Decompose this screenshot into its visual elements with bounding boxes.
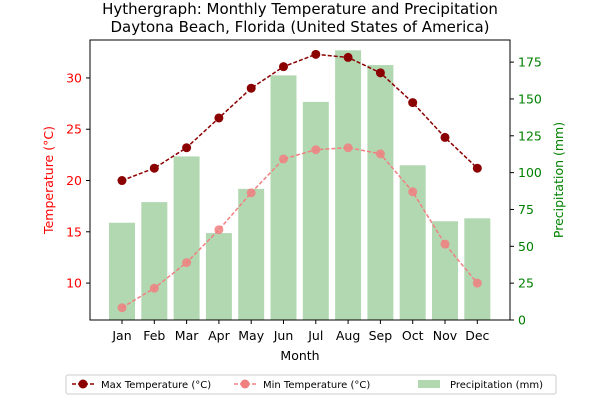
precip-bar	[464, 218, 491, 320]
max-temp-point	[311, 49, 321, 59]
min-temp-point	[408, 187, 418, 197]
x-axis-label: Month	[280, 348, 319, 363]
right-axis-label: Precipitation (mm)	[551, 122, 566, 238]
min-temp-point	[375, 149, 385, 159]
x-tick-label: Jul	[307, 328, 323, 343]
precip-bar	[141, 202, 168, 320]
right-tick-label: 25	[518, 276, 534, 291]
left-tick-label: 20	[66, 173, 82, 188]
plot-frame	[89, 39, 511, 321]
legend: Max Temperature (°C) Min Temperature (°C…	[65, 374, 557, 395]
legend-frame	[65, 374, 557, 395]
min-temp-point	[311, 145, 321, 155]
legend-min-marker	[240, 379, 250, 389]
right-tick-label: 125	[518, 128, 542, 143]
left-axis-label: Temperature (°C)	[41, 126, 56, 235]
min-temp-point	[343, 143, 353, 153]
max-temp-point	[149, 163, 159, 173]
min-temp-point	[117, 303, 127, 313]
left-tick-label: 15	[66, 224, 82, 239]
min-temp-point	[440, 239, 450, 249]
max-temp-point	[375, 68, 385, 78]
x-tick-label: Dec	[465, 328, 489, 343]
max-temp-line	[121, 53, 478, 182]
right-tick-label: 0	[518, 313, 526, 328]
left-axis-ticks: 10 15 20 25 30	[66, 70, 90, 291]
precip-bar	[173, 156, 200, 320]
precipitation-bars	[109, 50, 491, 320]
max-temp-point	[279, 62, 288, 72]
legend-precip-swatch	[418, 380, 440, 388]
min-temp-line	[121, 146, 478, 309]
right-tick-label: 75	[518, 202, 534, 217]
max-temp-point	[408, 98, 418, 108]
legend-min-label: Min Temperature (°C)	[263, 380, 370, 391]
left-tick-label: 30	[66, 70, 82, 85]
min-temp-point	[214, 225, 224, 235]
legend-precip-label: Precipitation (mm)	[450, 380, 543, 391]
max-temp-point	[117, 176, 127, 186]
x-tick-label: May	[238, 328, 264, 343]
precip-bar	[335, 50, 362, 320]
x-tick-label: Feb	[143, 328, 165, 343]
legend-max-label: Max Temperature (°C)	[101, 380, 211, 391]
max-temp-point	[182, 143, 192, 153]
x-tick-label: Mar	[175, 328, 199, 343]
legend-max-marker	[78, 379, 88, 389]
max-temp-point	[343, 52, 353, 62]
precip-bar	[367, 65, 394, 320]
max-temp-point	[214, 113, 224, 123]
right-tick-label: 175	[518, 55, 542, 70]
x-tick-label: Nov	[433, 328, 458, 343]
x-axis-ticks: Jan Feb Mar Apr May Jun Jul Aug Sep Oct Nov Dec	[111, 320, 490, 343]
precip-bar	[238, 188, 265, 320]
max-temp-point	[472, 163, 482, 173]
chart-title: Hythergraph: Monthly Temperature and Pre…	[102, 0, 498, 18]
x-tick-label: Sep	[369, 328, 393, 343]
x-tick-label: Jun	[273, 328, 294, 343]
min-temp-point	[246, 188, 256, 198]
x-tick-label: Apr	[208, 328, 230, 343]
right-tick-label: 50	[518, 239, 534, 254]
left-tick-label: 10	[66, 276, 82, 291]
precip-bar	[302, 101, 329, 320]
min-temp-point	[149, 283, 159, 293]
precip-bar	[270, 75, 297, 320]
max-temp-point	[440, 132, 450, 142]
x-tick-label: Aug	[336, 328, 360, 343]
left-tick-label: 25	[66, 122, 82, 137]
min-temp-point	[182, 258, 192, 268]
precip-bar	[205, 233, 232, 320]
min-temp-point	[279, 154, 288, 164]
min-temp-point	[472, 278, 482, 288]
temperature-lines	[117, 49, 482, 313]
x-tick-label: Jan	[111, 328, 131, 343]
right-axis-ticks: 0 25 50 75 100 125 150 175	[510, 55, 542, 328]
right-tick-label: 100	[518, 165, 542, 180]
chart-subtitle: Daytona Beach, Florida (United States of…	[110, 18, 489, 36]
x-tick-label: Oct	[402, 328, 424, 343]
right-tick-label: 150	[518, 91, 542, 106]
precip-bar	[432, 221, 458, 320]
max-temp-point	[246, 83, 256, 93]
